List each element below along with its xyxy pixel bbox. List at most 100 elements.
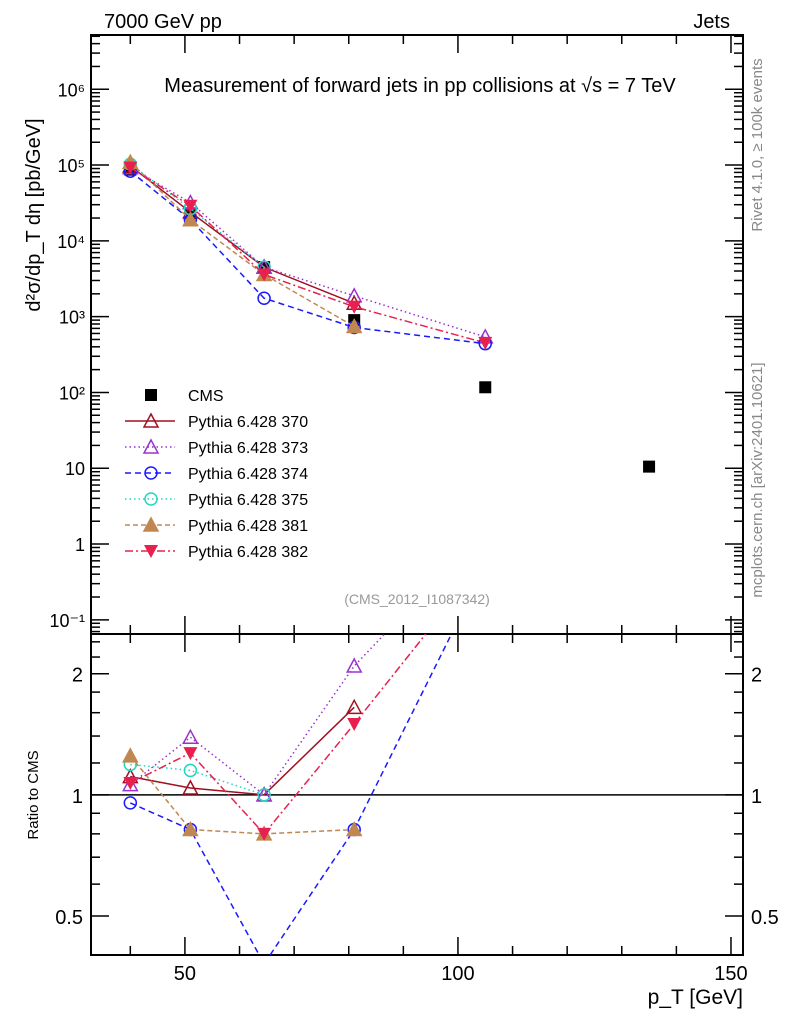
header-right: Jets [693, 11, 730, 33]
legend-item: Pythia 6.428 370 [125, 412, 308, 431]
ratio-series-pythia-6-428-370 [122, 698, 363, 802]
ratio-line [130, 706, 355, 796]
x-axis-label: p_T [GeV] [648, 986, 743, 1009]
legend-marker [144, 492, 158, 506]
y-tick-label: 10⁵ [58, 156, 85, 176]
legend-label: CMS [188, 388, 224, 405]
ratio-point [478, 553, 492, 566]
series-line [129, 166, 486, 344]
ratio-point [257, 788, 271, 802]
series-pythia-6-428-382 [123, 161, 493, 350]
y-tick-label: 10⁻¹ [49, 611, 85, 631]
legend-marker [145, 389, 157, 401]
legend-item: Pythia 6.428 374 [125, 466, 308, 483]
ratio-point [345, 820, 363, 837]
ratio-series-pythia-6-428-374 [123, 560, 491, 970]
y-tick-label: 10⁶ [58, 80, 85, 100]
legend-marker [142, 412, 160, 428]
ratio-y-tick-label: 1 [72, 786, 83, 808]
ratio-y-tick-label-right: 1 [751, 786, 762, 808]
ratio-point [182, 728, 199, 745]
x-tick-label: 100 [441, 963, 474, 985]
legend-marker [144, 466, 158, 480]
legend: CMS Pythia 6.428 370 Pythia 6.428 373 Pythi… [125, 388, 308, 561]
legend-label: Pythia 6.428 381 [188, 518, 308, 535]
ratio-series [122, 521, 492, 970]
data-point [123, 161, 138, 175]
legend-item: Pythia 6.428 375 [125, 492, 308, 509]
y-tick-label: 10³ [59, 308, 85, 328]
ratio-y-axis-label: Ratio to CMS [25, 750, 42, 839]
legend-marker [142, 438, 160, 454]
ratio-point [257, 827, 272, 841]
data-point [257, 268, 272, 282]
ratio-line [129, 755, 355, 835]
x-tick-label: 50 [174, 963, 196, 985]
ratio-point [478, 521, 492, 534]
series-pythia-6-428-381 [122, 153, 363, 334]
ratio-point [182, 820, 199, 837]
ratio-line [130, 634, 453, 955]
y-tick-label: 10² [59, 383, 85, 403]
ratio-point [479, 560, 491, 572]
ratio-point [183, 763, 198, 778]
ratio-line [129, 634, 386, 796]
series-line [129, 165, 355, 304]
ratio-series-pythia-6-428-373 [122, 521, 492, 802]
legend-item: Pythia 6.428 381 [125, 516, 308, 535]
legend-item: CMS [145, 388, 224, 405]
ratio-point [345, 657, 363, 673]
main-series [122, 153, 656, 473]
legend-label: Pythia 6.428 373 [188, 440, 308, 457]
ratio-series-pythia-6-428-382 [123, 553, 492, 841]
mcplots-label: mcplots.cern.ch [arXiv:2401.10621] [749, 362, 766, 597]
ratio-y-tick-label-right: 0.5 [751, 907, 779, 929]
legend-item: Pythia 6.428 373 [125, 438, 308, 457]
series-line [129, 167, 486, 338]
chart-title: Measurement of forward jets in pp collis… [164, 75, 676, 97]
ratio-panel: 50 100 150 2 2 1 1 0.5 0.5 [55, 521, 779, 985]
header-left: 7000 GeV pp [104, 11, 222, 33]
legend-marker [142, 516, 160, 532]
series-pythia-6-428-374 [123, 164, 493, 351]
ratio-y-tick-label: 0.5 [55, 907, 83, 929]
ratio-point [122, 776, 139, 792]
ratio-point [345, 698, 363, 715]
series-pythia-6-428-370 [122, 157, 363, 311]
ratio-y-tick-label-right: 2 [751, 665, 762, 687]
analysis-watermark: (CMS_2012_I1087342) [344, 591, 490, 607]
ratio-point [123, 777, 138, 791]
legend-item: Pythia 6.428 382 [125, 544, 308, 561]
legend-label: Pythia 6.428 382 [188, 544, 308, 561]
y-tick-label: 1 [75, 535, 85, 555]
ratio-point [182, 779, 199, 795]
series-line [129, 170, 486, 345]
x-tick-label: 150 [714, 963, 747, 985]
y-tick-label: 10⁴ [57, 232, 85, 252]
ratio-point [123, 796, 138, 810]
ratio-y-tick-label: 2 [72, 665, 83, 687]
data-point [183, 199, 198, 213]
data-point [182, 211, 199, 227]
data-point [643, 460, 656, 473]
series-line [129, 161, 355, 328]
ratio-point [183, 747, 198, 761]
ratio-point [347, 717, 362, 731]
main-panel: 10⁶ 10⁵ 10⁴ 10³ 10² 10 1 10⁻¹ [49, 34, 744, 635]
y-axis-label: d²σ/dp_T dη [pb/GeV] [23, 118, 45, 311]
ratio-point [258, 958, 270, 970]
data-point [257, 291, 271, 305]
y-tick-label: 10 [65, 459, 85, 479]
legend-marker [144, 545, 158, 558]
series-pythia-6-428-373 [122, 159, 494, 344]
legend-label: Pythia 6.428 374 [188, 466, 308, 483]
data-point [479, 381, 492, 394]
data-point [478, 336, 493, 350]
ratio-point [122, 747, 139, 763]
data-point [347, 300, 362, 314]
rivet-version-label: Rivet 4.1.0, ≥ 100k events [749, 58, 766, 231]
legend-label: Pythia 6.428 375 [188, 492, 308, 509]
data-point [345, 317, 363, 334]
